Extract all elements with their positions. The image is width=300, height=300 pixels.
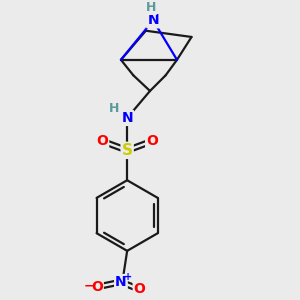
- Text: +: +: [124, 272, 133, 282]
- Text: O: O: [91, 280, 103, 294]
- Text: O: O: [96, 134, 108, 148]
- Text: N: N: [121, 111, 133, 125]
- Text: H: H: [146, 2, 156, 14]
- Text: O: O: [134, 283, 146, 296]
- Text: S: S: [122, 143, 133, 158]
- Text: N: N: [147, 13, 159, 27]
- Text: N: N: [115, 275, 127, 289]
- Text: −: −: [83, 279, 94, 292]
- Text: O: O: [146, 134, 158, 148]
- Text: H: H: [109, 102, 119, 115]
